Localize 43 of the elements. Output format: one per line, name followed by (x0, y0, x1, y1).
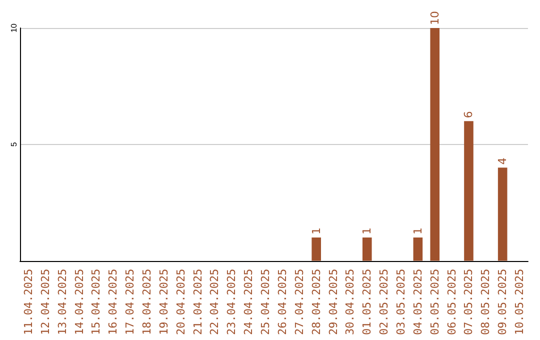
x-tick-label: 14.04.2025 (72, 268, 86, 336)
x-tick-label: 08.05.2025 (479, 268, 492, 336)
bar (362, 237, 372, 261)
data-label: 10 (428, 11, 442, 25)
data-label: 1 (310, 227, 323, 234)
x-tick-label: 26.04.2025 (276, 268, 289, 336)
x-tick-label: 27.04.2025 (292, 268, 306, 336)
y-tick-label: 5 (10, 142, 18, 147)
x-tick-label: 06.05.2025 (445, 268, 458, 336)
data-label: 1 (360, 227, 374, 234)
x-tick-label: 04.05.2025 (411, 268, 424, 336)
x-tick-label: 07.05.2025 (462, 268, 476, 336)
data-label: 1 (411, 227, 424, 234)
bar (464, 121, 474, 261)
x-tick-label: 12.04.2025 (38, 268, 52, 336)
x-tick-label: 20.04.2025 (174, 268, 188, 336)
x-tick-label: 10.05.2025 (513, 268, 526, 336)
x-tick-label: 22.04.2025 (208, 268, 222, 336)
x-tick-label: 29.04.2025 (326, 268, 340, 336)
x-tick-label: 09.05.2025 (496, 268, 510, 336)
bar (413, 237, 423, 261)
x-tick-label: 16.04.2025 (106, 268, 120, 336)
x-tick-label: 17.04.2025 (124, 268, 137, 336)
x-tick-label: 30.04.2025 (344, 268, 357, 336)
x-tick-label: 23.04.2025 (225, 268, 238, 336)
x-tick-label: 01.05.2025 (360, 268, 374, 336)
bar (430, 28, 440, 261)
bar (312, 237, 321, 261)
x-tick-label: 15.04.2025 (90, 268, 103, 336)
x-tick-label: 18.04.2025 (140, 268, 154, 336)
x-tick-label: 24.04.2025 (242, 268, 256, 336)
x-tick-label: 11.04.2025 (22, 268, 35, 336)
data-label: 4 (496, 158, 510, 165)
x-tick-label: 02.05.2025 (378, 268, 391, 336)
x-tick-label: 03.05.2025 (394, 268, 408, 336)
x-tick-label: 13.04.2025 (56, 268, 69, 336)
x-tick-label: 25.04.2025 (259, 268, 272, 336)
x-tick-label: 05.05.2025 (428, 268, 442, 336)
data-label: 6 (462, 111, 476, 118)
x-tick-label: 19.04.2025 (157, 268, 170, 336)
x-tick-label: 28.04.2025 (310, 268, 323, 336)
bar (498, 168, 508, 261)
x-tick-label: 21.04.2025 (191, 268, 204, 336)
